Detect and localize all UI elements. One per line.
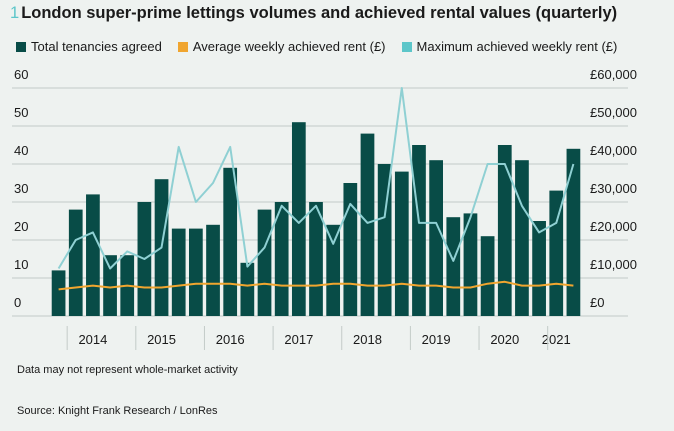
legend-item-avg-rent: Average weekly achieved rent (£) [177, 39, 386, 54]
y-left-tick-label: 50 [14, 105, 28, 120]
bar [497, 145, 512, 316]
bar [206, 224, 220, 316]
legend-swatch-tenancies [16, 41, 26, 52]
bar [103, 255, 117, 316]
y-left-tick-label: 0 [14, 295, 21, 310]
y-right-tick-label: £30,000 [590, 181, 637, 196]
bar [377, 164, 392, 316]
bar [51, 270, 66, 316]
x-tick-label: 2018 [353, 332, 382, 347]
x-tick-label: 2014 [78, 332, 107, 347]
chart-note: Data may not represent whole-market acti… [17, 364, 238, 376]
bar [240, 262, 255, 316]
chart-source: Source: Knight Frank Research / LonRes [17, 405, 218, 417]
bar [309, 202, 323, 316]
bar [189, 228, 203, 316]
bar [257, 209, 272, 316]
x-tick-label: 2017 [284, 332, 313, 347]
y-right-tick-label: £50,000 [590, 105, 637, 120]
x-tick-label: 2019 [422, 332, 451, 347]
legend-item-max-rent: Maximum achieved weekly rent (£) [401, 39, 618, 54]
legend-label-avg-rent: Average weekly achieved rent (£) [192, 39, 386, 54]
y-left-tick-label: 20 [14, 219, 28, 234]
bar [429, 160, 443, 316]
bar [446, 217, 461, 316]
series-line-max-rent [57, 87, 575, 270]
title-text: London super-prime lettings volumes and … [21, 4, 618, 22]
y-right-tick-label: £20,000 [590, 219, 637, 234]
y-right-tick-label: £10,000 [590, 257, 637, 272]
title-number: 1 [10, 4, 20, 22]
y-right-tick-label: £60,000 [590, 70, 637, 82]
bar [412, 145, 426, 316]
bar [360, 133, 375, 316]
bar [86, 194, 100, 316]
y-right-tick-label: £40,000 [590, 143, 637, 158]
legend-item-tenancies: Total tenancies agreed [16, 39, 162, 54]
legend-label-max-rent: Maximum achieved weekly rent (£) [416, 39, 618, 54]
bar [566, 148, 581, 316]
bar [532, 221, 546, 316]
bar [480, 236, 495, 316]
chart-title: 1 London super-prime lettings volumes and… [10, 4, 617, 23]
y-left-tick-label: 40 [14, 143, 28, 158]
x-tick-label: 2021 [542, 332, 571, 347]
y-left-tick-label: 30 [14, 181, 28, 196]
bar [291, 122, 306, 316]
x-tick-label: 2015 [147, 332, 176, 347]
bar [394, 171, 409, 316]
bar [463, 213, 478, 316]
bar [171, 228, 186, 316]
bar [274, 202, 289, 316]
y-left-tick-label: 60 [14, 70, 28, 82]
legend-swatch-avg-rent [177, 41, 188, 52]
series-line-avg-rent [58, 280, 574, 291]
legend: Total tenancies agreed Average weekly ac… [16, 39, 633, 54]
x-tick-label: 2016 [216, 332, 245, 347]
chart-plot: 0 £0 10 £10,000 20 £20,000 30 £30,000 40 £40,000 5… [12, 70, 637, 350]
bar [326, 224, 341, 316]
bar [68, 209, 83, 316]
legend-label-tenancies: Total tenancies agreed [31, 39, 162, 54]
bar [223, 167, 238, 316]
x-tick-label: 2020 [490, 332, 519, 347]
bar [515, 160, 529, 316]
y-right-tick-label: £0 [590, 295, 604, 310]
legend-swatch-max-rent [401, 41, 412, 52]
y-left-tick-label: 10 [14, 257, 28, 272]
